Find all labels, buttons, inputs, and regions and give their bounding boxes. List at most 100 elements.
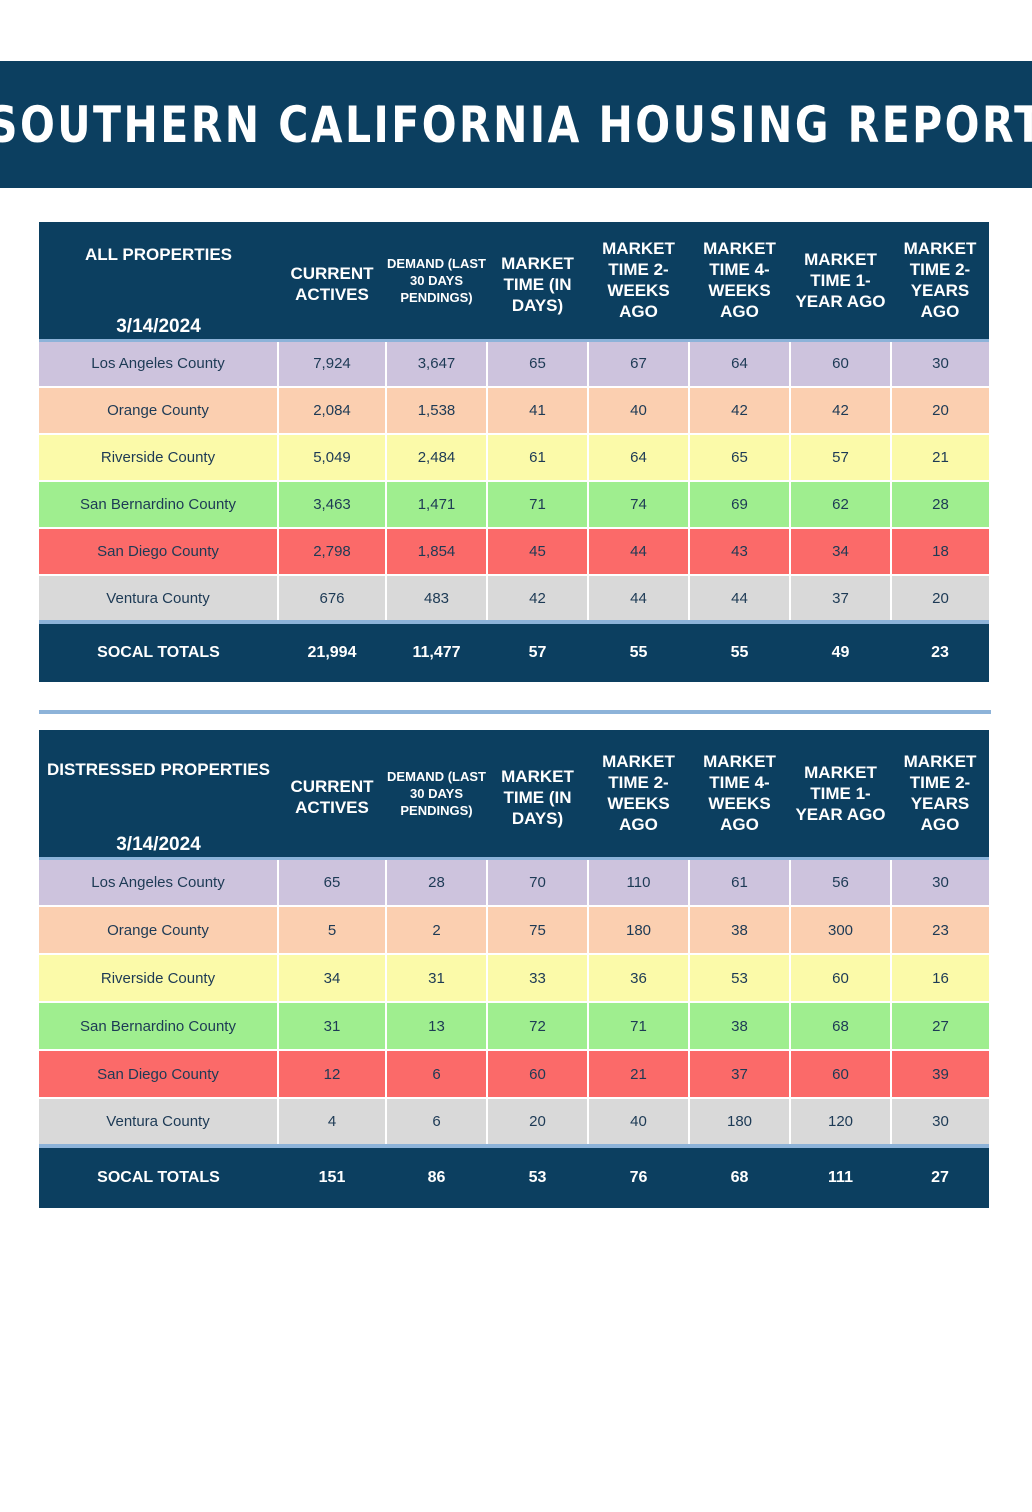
cell-market-time-2weeks: 180	[587, 906, 690, 955]
cell-market-time-2years: 16	[890, 954, 989, 1003]
cell-market-time-4weeks: 43	[688, 528, 791, 576]
cell-market-time-2weeks: 74	[587, 481, 690, 529]
total-market-time-2weeks: 76	[588, 1144, 689, 1208]
cell-market-time-4weeks: 53	[688, 954, 791, 1003]
cell-market-time-1year: 300	[789, 906, 892, 955]
cell-market-time-2years: 23	[890, 906, 989, 955]
county-name: San Diego County	[39, 1050, 279, 1099]
cell-market-time: 41	[486, 387, 589, 435]
cell-market-time-1year: 56	[789, 858, 892, 907]
cell-demand: 1,538	[385, 387, 488, 435]
county-name: Ventura County	[39, 575, 279, 623]
table-header-label-cell: DISTRESSED PROPERTIES 3/14/2024	[39, 730, 278, 860]
total-market-time: 53	[487, 1144, 588, 1208]
cell-market-time-1year: 37	[789, 575, 892, 623]
cell-market-time-4weeks: 180	[688, 1098, 791, 1147]
col-demand: DEMAND (LAST 30 DAYS PENDINGS)	[386, 222, 487, 342]
cell-market-time-2weeks: 40	[587, 387, 690, 435]
cell-market-time-2years: 20	[890, 575, 989, 623]
cell-market-time: 33	[486, 954, 589, 1003]
table-row: Riverside County 34 31 33 36 53 60 16	[39, 954, 989, 1003]
total-market-time: 57	[487, 620, 588, 682]
cell-demand: 6	[385, 1050, 488, 1099]
table-row: Ventura County 4 6 20 40 180 120 30	[39, 1098, 989, 1147]
cell-market-time-2weeks: 67	[587, 340, 690, 388]
cell-market-time: 20	[486, 1098, 589, 1147]
table-row: Orange County 2,084 1,538 41 40 42 42 20	[39, 387, 989, 435]
cell-market-time-4weeks: 61	[688, 858, 791, 907]
cell-market-time-1year: 34	[789, 528, 892, 576]
table-row: San Bernardino County 31 13 72 71 38 68 …	[39, 1002, 989, 1051]
county-name: San Diego County	[39, 528, 279, 576]
county-name: Orange County	[39, 387, 279, 435]
cell-current-actives: 5,049	[277, 434, 387, 482]
total-market-time-1year: 111	[790, 1144, 891, 1208]
county-name: San Bernardino County	[39, 481, 279, 529]
cell-market-time-1year: 68	[789, 1002, 892, 1051]
cell-current-actives: 2,798	[277, 528, 387, 576]
cell-demand: 31	[385, 954, 488, 1003]
cell-demand: 28	[385, 858, 488, 907]
cell-market-time-2weeks: 64	[587, 434, 690, 482]
cell-market-time: 65	[486, 340, 589, 388]
cell-current-actives: 12	[277, 1050, 387, 1099]
cell-market-time-4weeks: 44	[688, 575, 791, 623]
cell-market-time-2weeks: 36	[587, 954, 690, 1003]
cell-market-time-4weeks: 42	[688, 387, 791, 435]
total-demand: 11,477	[386, 620, 487, 682]
report-date: 3/14/2024	[116, 315, 201, 337]
totals-row: SOCAL TOTALS 151 86 53 76 68 111 27	[39, 1144, 989, 1208]
cell-market-time: 72	[486, 1002, 589, 1051]
table-row: Ventura County 676 483 42 44 44 37 20	[39, 575, 989, 623]
cell-market-time-1year: 57	[789, 434, 892, 482]
total-market-time-4weeks: 55	[689, 620, 790, 682]
cell-market-time-4weeks: 38	[688, 906, 791, 955]
cell-market-time-2weeks: 44	[587, 528, 690, 576]
table-row: Riverside County 5,049 2,484 61 64 65 57…	[39, 434, 989, 482]
county-name: Ventura County	[39, 1098, 279, 1147]
cell-market-time-2weeks: 40	[587, 1098, 690, 1147]
cell-market-time: 42	[486, 575, 589, 623]
cell-demand: 6	[385, 1098, 488, 1147]
cell-current-actives: 4	[277, 1098, 387, 1147]
total-market-time-2weeks: 55	[588, 620, 689, 682]
cell-market-time-2years: 20	[890, 387, 989, 435]
cell-demand: 1,854	[385, 528, 488, 576]
col-market-time-2years: MARKET TIME 2-YEARS AGO	[891, 730, 989, 860]
cell-market-time-2years: 39	[890, 1050, 989, 1099]
col-market-time-2weeks: MARKET TIME 2-WEEKS AGO	[588, 222, 689, 342]
county-name: Orange County	[39, 906, 279, 955]
cell-market-time-2years: 28	[890, 481, 989, 529]
cell-market-time-2weeks: 110	[587, 858, 690, 907]
report-date: 3/14/2024	[116, 833, 201, 855]
section-divider	[39, 710, 991, 714]
table-header-row: DISTRESSED PROPERTIES 3/14/2024 CURRENT …	[39, 730, 989, 860]
col-market-time-1year: MARKET TIME 1-YEAR AGO	[790, 730, 891, 860]
total-current-actives: 21,994	[278, 620, 386, 682]
table-label: ALL PROPERTIES	[84, 245, 233, 264]
total-demand: 86	[386, 1144, 487, 1208]
cell-market-time-2years: 21	[890, 434, 989, 482]
totals-row: SOCAL TOTALS 21,994 11,477 57 55 55 49 2…	[39, 620, 989, 682]
table-row: San Bernardino County 3,463 1,471 71 74 …	[39, 481, 989, 529]
cell-market-time-2years: 18	[890, 528, 989, 576]
cell-current-actives: 34	[277, 954, 387, 1003]
col-market-time-2years: MARKET TIME 2-YEARS AGO	[891, 222, 989, 342]
all-properties-table-wrap: ALL PROPERTIES 3/14/2024 CURRENT ACTIVES…	[39, 222, 989, 682]
cell-demand: 2	[385, 906, 488, 955]
cell-current-actives: 7,924	[277, 340, 387, 388]
cell-market-time-4weeks: 38	[688, 1002, 791, 1051]
cell-market-time: 60	[486, 1050, 589, 1099]
totals-label: SOCAL TOTALS	[39, 1144, 278, 1208]
distressed-properties-table-wrap: DISTRESSED PROPERTIES 3/14/2024 CURRENT …	[39, 730, 989, 1208]
total-market-time-4weeks: 68	[689, 1144, 790, 1208]
table-row: Los Angeles County 7,924 3,647 65 67 64 …	[39, 340, 989, 388]
table-row: San Diego County 2,798 1,854 45 44 43 34…	[39, 528, 989, 576]
all-properties-table: ALL PROPERTIES 3/14/2024 CURRENT ACTIVES…	[39, 222, 989, 682]
cell-current-actives: 676	[277, 575, 387, 623]
cell-market-time-1year: 42	[789, 387, 892, 435]
cell-market-time: 45	[486, 528, 589, 576]
cell-demand: 483	[385, 575, 488, 623]
distressed-properties-table: DISTRESSED PROPERTIES 3/14/2024 CURRENT …	[39, 730, 989, 1208]
cell-market-time-2years: 27	[890, 1002, 989, 1051]
